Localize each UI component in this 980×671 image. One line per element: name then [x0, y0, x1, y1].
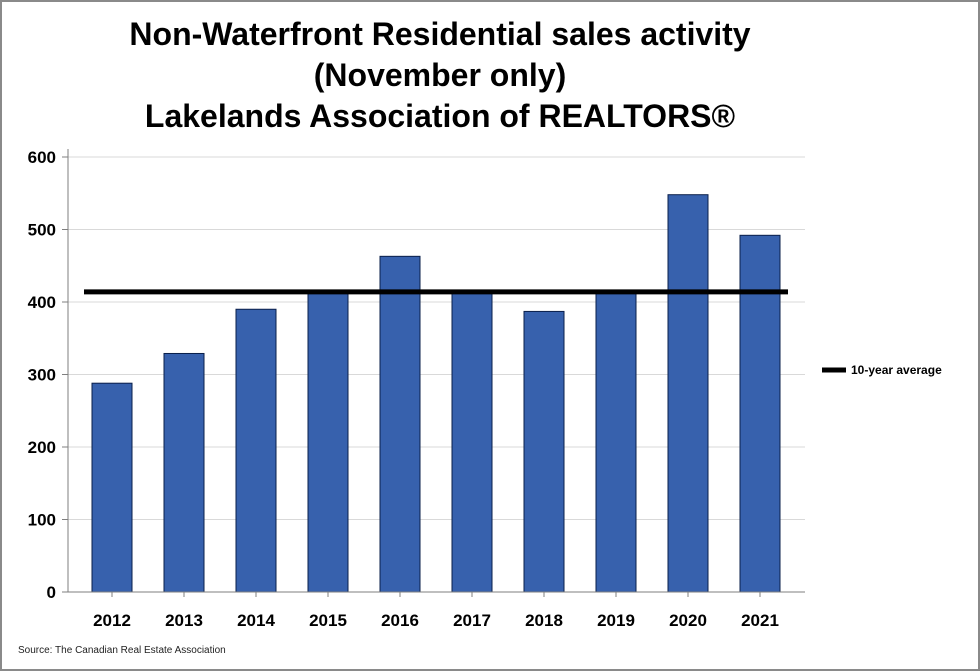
chart-title-line-2: (November only) [313, 57, 567, 93]
x-tick-label: 2016 [381, 611, 419, 630]
x-tick-label: 2020 [669, 611, 707, 630]
x-tick-label: 2014 [237, 611, 275, 630]
x-tick-label: 2012 [93, 611, 131, 630]
legend-label-average: 10-year average [851, 363, 942, 377]
x-tick-label: 2019 [597, 611, 635, 630]
bar-2020 [667, 194, 709, 593]
x-tick-label: 2018 [525, 611, 563, 630]
bar-2015 [307, 292, 349, 593]
bar-2018 [523, 310, 565, 593]
bar-2012 [91, 382, 133, 593]
chart-title-line-1: Non-Waterfront Residential sales activit… [129, 16, 751, 52]
y-tick-label: 100 [28, 511, 56, 530]
source-note: Source: The Canadian Real Estate Associa… [18, 645, 226, 656]
bar-2013 [163, 352, 205, 593]
y-tick-label: 600 [28, 148, 56, 167]
chart-title: Non-Waterfront Residential sales activit… [0, 14, 880, 137]
bar-2016 [379, 255, 421, 593]
bar-2019 [595, 292, 637, 593]
x-tick-label: 2013 [165, 611, 203, 630]
bar-2017 [451, 292, 493, 593]
y-tick-label: 0 [47, 583, 56, 602]
bar-2014 [235, 308, 277, 593]
bar-2021 [739, 234, 781, 593]
x-tick-label: 2017 [453, 611, 491, 630]
y-tick-label: 200 [28, 438, 56, 457]
y-tick-label: 500 [28, 221, 56, 240]
x-tick-label: 2015 [309, 611, 347, 630]
y-tick-label: 300 [28, 366, 56, 385]
y-tick-label: 400 [28, 293, 56, 312]
x-tick-label: 2021 [741, 611, 779, 630]
chart-title-line-3: Lakelands Association of REALTORS® [144, 98, 736, 134]
